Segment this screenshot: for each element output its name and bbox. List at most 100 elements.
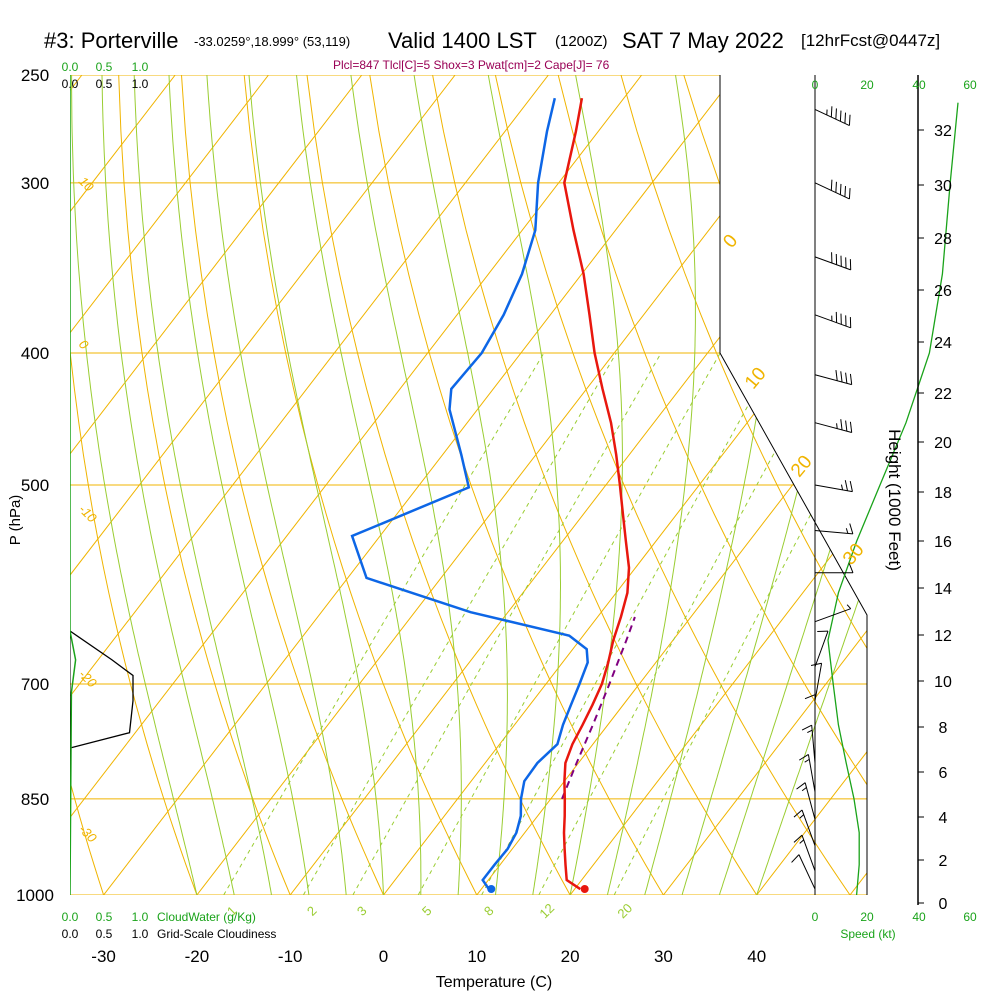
dry-adiabat-line [70,75,105,895]
wind-barb-flag [804,758,810,763]
wind-barb-flag [804,694,816,700]
surface-dewpoint-dot [487,885,496,893]
wind-barb [814,530,853,535]
wind-barb-flag [830,106,833,118]
wind-barb-flag [798,754,809,761]
wind-barb-flag [810,662,822,666]
height-tick-label: 16 [934,534,952,551]
valid-date: SAT 7 May 2022 [622,28,784,53]
station-coords: -33.0259°,18.999° (53,119) [194,34,351,49]
wind-barb-flag [799,814,805,819]
wind-barb-flag [835,181,837,193]
temperature-profile [562,97,631,891]
height-tick-label: 20 [934,435,952,452]
wind-barb-flag [793,809,803,818]
dry-adiabat-line [557,75,867,895]
mixing-ratio-line [352,352,662,895]
temperature-tick-label: 0 [379,947,388,966]
speed-tick: 40 [912,910,926,924]
station-title: #3: Porterville [44,28,179,53]
moist-adiabat-line [569,75,623,895]
wind-barb-flag [840,484,844,490]
wind-barb-flag [791,854,800,863]
diagram-boundary [719,75,868,895]
mixing-ratio-line [538,352,830,895]
wind-barb-flag [801,724,812,731]
wind-barb-flag [844,480,848,491]
moist-adiabat-label: 30 [839,540,869,570]
wind-barb-flag [839,183,842,195]
wind-barb-flag [840,371,843,383]
forecast-info: [12hrFcst@0447z] [801,31,941,50]
wind-barb-flag [793,834,803,843]
wind-barb [814,484,853,493]
height-tick-label: 6 [939,765,948,782]
wind-barb [814,256,851,271]
isotherm-line [70,75,269,895]
valid-time: Valid 1400 LST [388,28,537,53]
moist-adiabat-line [206,75,347,895]
wind-barb [814,314,851,329]
speed-tick: 0 [812,78,819,92]
moist-adiabat-line [487,75,561,895]
wind-barb-flag [844,186,847,197]
cloud-water-tick: 0.5 [96,60,113,74]
moist-adiabat-line [133,75,272,895]
isotherm-line [70,75,456,895]
wind-barb-flag [849,421,853,433]
temperature-tick-label: 30 [654,947,673,966]
wind-barb-flag [849,523,854,534]
isotherm-line [476,75,867,895]
wind-barb-flag [801,787,807,792]
pressure-tick-label: 700 [21,675,49,694]
wind-barb-flag [848,562,854,573]
isotherm-line [70,75,363,895]
dry-adiabat-line [118,75,291,895]
speed-tick: 60 [963,78,977,92]
wind-barb-flag [839,110,842,122]
cloud-water-tick: 0.0 [62,60,79,74]
wind-barb [807,754,816,792]
height-tick-label: 30 [934,178,952,195]
cloudiness-profile [70,630,134,749]
dry-adiabat-line [70,75,198,895]
dewpoint-profile [350,97,589,890]
pressure-axis-label: P (hPa) [7,495,24,546]
cloud-water-tick: 0.5 [96,910,113,924]
cloud-water-label: CloudWater (g/Kg) [157,910,256,924]
dry-adiabat-line [620,75,867,895]
isotherm-line [849,75,867,895]
mixing-ratio-line [302,352,617,895]
isotherm-line [383,75,867,895]
wind-barb [801,834,816,872]
cloudiness-label: Grid-Scale Cloudiness [157,927,276,941]
height-axis-label: Height (1000 Feet) [885,429,904,571]
wind-barb [814,374,852,386]
dry-adiabat-line [306,75,571,895]
cloud-water-tick: 1.0 [132,60,149,74]
temperature-tick-label: -10 [278,947,303,966]
cloudiness-tick: 1.0 [132,927,149,941]
mixing-ratio-label: 5 [419,903,435,919]
wind-barb-flag [835,369,838,381]
dry-adiabat-label: -20 [76,667,100,691]
isotherm-line [756,75,867,895]
isotherm-line [103,75,736,895]
pressure-tick-label: 400 [21,344,49,363]
speed-tick: 40 [912,78,926,92]
moist-adiabat-label: 20 [787,452,817,482]
moist-adiabat-label: 0 [719,231,742,253]
mixing-ratio-line [417,352,721,895]
height-tick-label: 12 [934,628,952,645]
mixing-ratio-line [223,352,545,895]
wind-barb-flag [836,423,838,429]
cloudiness-tick: 0.5 [96,927,113,941]
moist-adiabat-line [168,75,310,895]
wind-barb [798,854,816,890]
moist-adiabat-line [248,75,384,895]
wind-barb-flag [846,604,852,610]
wind-barb-flag [840,419,843,430]
moist-adiabat-line [296,75,422,895]
height-tick-label: 28 [934,231,952,248]
